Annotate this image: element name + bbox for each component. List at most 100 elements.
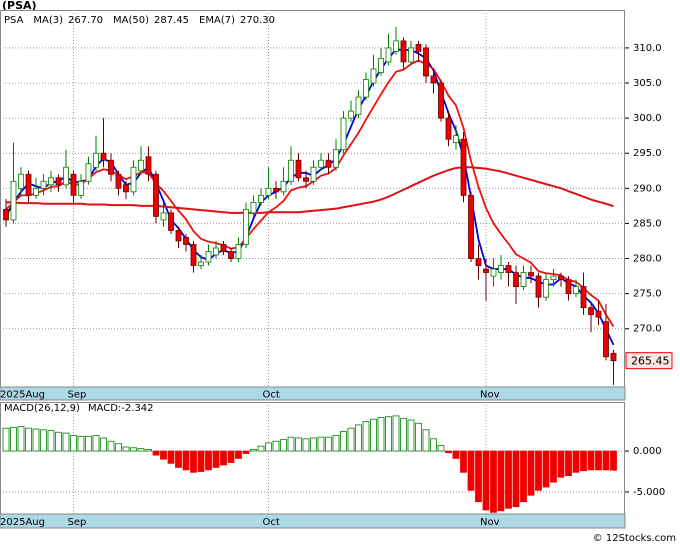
candle-body [108, 159, 114, 175]
candle-body [460, 138, 467, 196]
candle-body [168, 212, 174, 231]
macd-bar [422, 429, 430, 452]
macd-bar [557, 450, 565, 478]
macd-bar [407, 419, 415, 452]
macd-bar [2, 427, 10, 452]
x-tick-label: Sep [68, 390, 87, 401]
candle-body [610, 352, 617, 362]
ma-line [6, 166, 614, 214]
candle-body [85, 163, 92, 182]
macd-bar [512, 450, 520, 508]
candle-body [445, 117, 452, 140]
candle-body [468, 194, 474, 259]
macd-bar [190, 450, 197, 473]
macd-bar [17, 426, 25, 452]
macd-bar [145, 449, 152, 452]
macd-bar [25, 427, 32, 452]
candle-body [205, 251, 212, 263]
candle-body [183, 237, 189, 245]
macd-bar [527, 450, 535, 496]
date-band [0, 386, 626, 401]
x-tick-label: Oct [263, 390, 280, 401]
y-tick-label: 280.0 [633, 254, 662, 265]
candle-body [243, 208, 249, 245]
legend-text: 270.30 [240, 15, 275, 26]
x-tick-label: 2025Aug [0, 390, 45, 401]
macd-bar [340, 431, 347, 452]
macd-bar [452, 450, 460, 459]
macd-bar [325, 436, 332, 452]
macd-bar [415, 422, 422, 452]
macd-bar [250, 449, 257, 452]
macd-bar [347, 427, 355, 452]
candle-body [123, 184, 129, 193]
candle-body [160, 212, 167, 221]
ma-line [5, 59, 615, 328]
candle-body [288, 159, 294, 182]
macd-bar [77, 435, 85, 452]
macd-value: MACD:-2.342 [88, 403, 154, 414]
macd-bar [550, 450, 557, 483]
y-tick-label: 305.0 [633, 78, 662, 89]
macd-bar [490, 450, 497, 513]
candle-body [138, 159, 144, 172]
macd-bar [295, 437, 302, 452]
macd-bar [160, 450, 167, 460]
candle-body [295, 159, 302, 179]
candle-body [213, 247, 219, 256]
macd-bar [475, 450, 482, 503]
macd-bar [62, 432, 70, 452]
candle-body [423, 47, 429, 77]
macd-bar [542, 450, 550, 488]
macd-bar [610, 450, 617, 471]
candle-body [363, 79, 369, 98]
candle-body [475, 258, 482, 266]
macd-bar [182, 450, 190, 471]
macd-bar [287, 436, 295, 452]
legend-text: EMA(7) [199, 15, 235, 26]
candle-body [63, 166, 69, 186]
candle-body [325, 159, 332, 168]
candle-body [153, 173, 159, 217]
candle-body [318, 159, 324, 168]
candle-body [550, 275, 557, 280]
candle-body [558, 275, 564, 280]
macd-bar [10, 426, 17, 452]
candle-body [175, 230, 182, 242]
macd-bar [370, 418, 377, 452]
macd-bar [272, 440, 280, 452]
macd-title: MACD(26,12,9) [4, 403, 80, 414]
candle-body [543, 279, 549, 298]
candle-body [340, 117, 347, 151]
macd-bar [310, 437, 317, 452]
price-tag [625, 352, 673, 370]
macd-bar [55, 431, 62, 452]
candle-body [145, 156, 152, 175]
candle-body [505, 265, 512, 273]
legend-text: MA(50) [113, 15, 149, 26]
candle-body [588, 307, 594, 316]
macd-bar [92, 435, 100, 452]
macd-bar [212, 450, 220, 468]
candle-body [348, 110, 354, 119]
candle-body [265, 187, 272, 196]
macd-bar [227, 450, 235, 463]
macd-bar [32, 428, 40, 452]
macd-bar [385, 416, 392, 452]
candle-body [55, 177, 62, 186]
candle-body [400, 40, 407, 63]
macd-bar [362, 421, 370, 452]
candle-body [235, 244, 242, 259]
macd-bar [482, 450, 490, 511]
candle-body [573, 286, 579, 295]
y-tick-label: 300.0 [633, 113, 662, 124]
macd-bar [235, 450, 242, 459]
legend-text: 267.70 [68, 15, 103, 26]
candle-body [3, 208, 9, 221]
macd-bar [220, 450, 227, 466]
macd-bar [332, 435, 340, 452]
x-tick-label: Oct [263, 517, 280, 528]
candle-body [33, 187, 39, 196]
candle-body [408, 47, 414, 63]
macd-bar [130, 447, 137, 452]
